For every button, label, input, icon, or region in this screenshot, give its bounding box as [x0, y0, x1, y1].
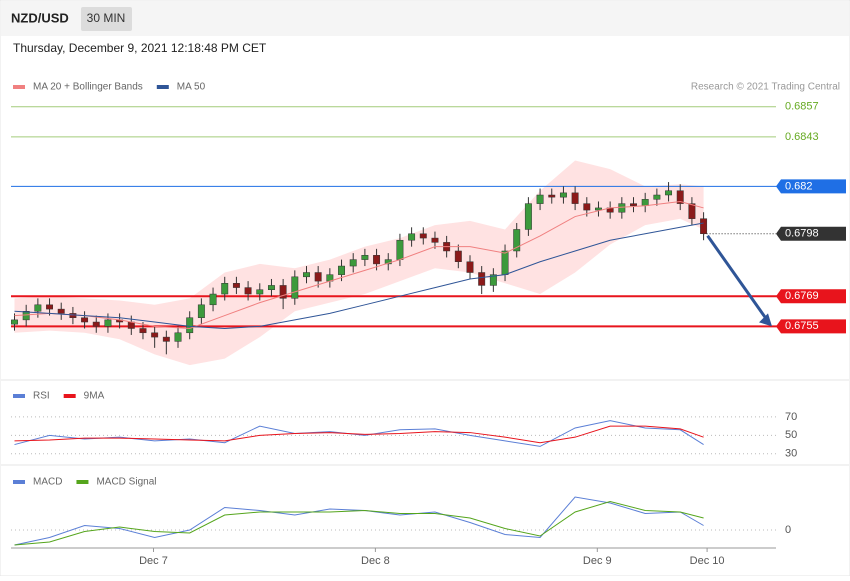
legend-label: MA 20 + Bollinger Bands [33, 82, 143, 93]
candle-body [162, 336, 170, 342]
candle-body [466, 261, 474, 273]
x-tick-label: Dec 10 [690, 555, 725, 567]
candle-body [700, 218, 708, 235]
candle-body [559, 192, 567, 198]
candle-body [314, 272, 322, 282]
forecast-arrow [706, 234, 770, 323]
candle-body [583, 203, 591, 211]
candle-body [489, 274, 497, 286]
legend-label: 9MA [84, 391, 105, 402]
x-tick-label: Dec 9 [583, 555, 612, 567]
legend-swatch [156, 85, 169, 89]
candle-body [419, 233, 427, 239]
candle-body [408, 233, 416, 241]
candle-body [209, 293, 217, 306]
candle-body [303, 272, 310, 278]
y-tick-label: 70 [785, 411, 797, 423]
candle-body [34, 304, 42, 312]
candle-body [279, 285, 287, 299]
candle-body [676, 190, 684, 204]
candle-body [11, 319, 18, 325]
candle-body [127, 321, 135, 329]
legend-label: RSI [33, 391, 50, 402]
y-tick-label: 0 [785, 524, 791, 536]
candle-body [630, 203, 637, 207]
level-tag [776, 289, 846, 304]
candle-body [46, 304, 54, 310]
candle-body [665, 190, 673, 196]
level-label: 0.6798 [785, 228, 819, 240]
candle-body [524, 203, 532, 230]
candle-body [104, 319, 112, 327]
legend-swatch [76, 480, 89, 484]
legend-swatch [13, 85, 25, 89]
candle-body [501, 250, 509, 275]
candle-body [618, 203, 626, 213]
ma-line [14, 200, 704, 329]
candle-body [139, 328, 147, 334]
forecast-arrowhead [759, 313, 772, 327]
candle-body [431, 237, 439, 243]
indicator-line [14, 500, 704, 546]
y-tick-label: 50 [785, 429, 797, 441]
candle-body [349, 259, 357, 267]
legend-swatch [13, 480, 25, 484]
level-label: 0.6769 [785, 290, 819, 302]
legend-swatch [13, 394, 25, 398]
legend-label: MACD [33, 477, 62, 488]
interval-box[interactable] [81, 7, 132, 31]
legend-swatch [63, 394, 76, 398]
candle-body [267, 285, 275, 290]
candle-body [174, 332, 182, 342]
legend-label: MACD Signal [96, 477, 156, 488]
level-label: 0.6843 [785, 131, 819, 143]
level-tag [776, 319, 846, 334]
candle-body [454, 250, 462, 262]
ma-line [14, 222, 704, 329]
candle-body [256, 289, 264, 295]
toolbar [1, 1, 849, 36]
candle-body [69, 313, 77, 318]
candle-body [151, 332, 159, 338]
interval[interactable]: 30 MIN [87, 11, 126, 25]
candle-body [197, 304, 205, 318]
legend-label: MA 50 [177, 82, 206, 93]
candle-body [641, 199, 649, 207]
candle-body [221, 283, 229, 295]
candle-body [361, 255, 369, 260]
candle-body [536, 194, 544, 204]
candle-body [548, 194, 556, 198]
candle-body [57, 308, 65, 314]
credit: Research © 2021 Trading Central [691, 82, 840, 93]
candle-body [92, 321, 100, 327]
candle-body [291, 276, 299, 299]
x-tick-label: Dec 8 [361, 555, 390, 567]
candle-body [22, 311, 30, 321]
candle-body [513, 229, 521, 252]
level-label: 0.6857 [785, 101, 819, 113]
timestamp: Thursday, December 9, 2021 12:18:48 PM C… [13, 41, 267, 55]
level-tag [776, 226, 846, 241]
candle-body [373, 255, 381, 265]
candle-body [688, 203, 696, 219]
candle-body [478, 272, 486, 286]
candle-body [232, 283, 240, 288]
candle-body [571, 192, 579, 204]
candle-body [396, 239, 404, 260]
indicator-line [14, 425, 704, 444]
x-tick-label: Dec 7 [139, 555, 168, 567]
level-tag [776, 179, 846, 194]
level-label: 0.6755 [785, 320, 819, 332]
symbol: NZD/USD [11, 10, 69, 25]
candle-body [595, 207, 602, 211]
candle-body [244, 287, 252, 295]
level-label: 0.682 [785, 180, 813, 192]
y-tick-label: 30 [785, 448, 797, 460]
candle-body [81, 317, 89, 323]
candle-body [186, 317, 194, 334]
candle-body [338, 265, 345, 275]
candle-body [653, 194, 661, 200]
